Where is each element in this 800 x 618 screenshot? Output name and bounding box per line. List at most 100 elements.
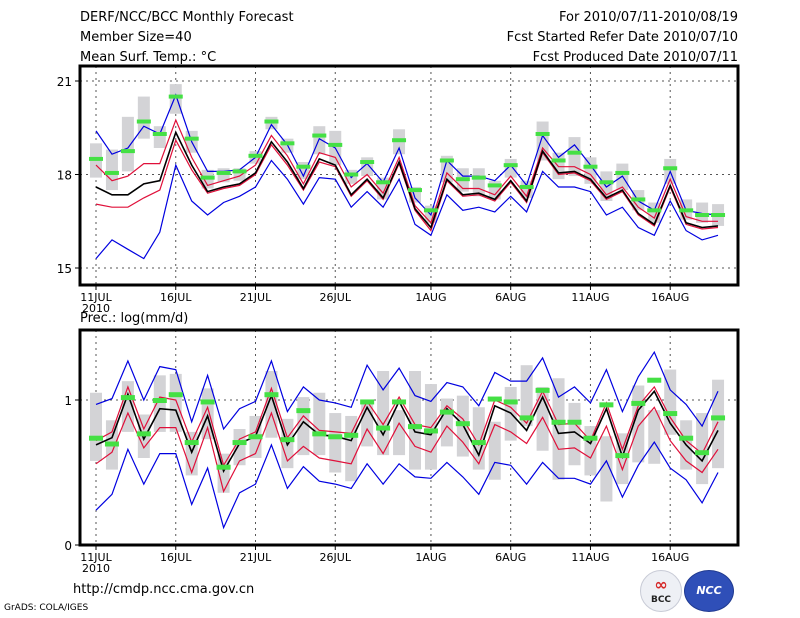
observed-marker	[296, 164, 311, 169]
observed-marker	[136, 119, 151, 124]
observed-marker	[408, 424, 422, 430]
series-line-max	[95, 93, 719, 217]
x-tick-label: 16JUL	[160, 291, 192, 304]
observed-marker	[152, 131, 167, 136]
observed-marker	[615, 170, 630, 175]
observed-marker	[280, 141, 295, 146]
observed-marker	[695, 450, 710, 456]
observed-marker	[392, 399, 407, 405]
temp-panel: 15 18 21 11JUL 16JUL 21JUL 26JUL 1AUG 6AUG 11AUG 1…	[57, 64, 740, 315]
observed-marker	[679, 435, 694, 441]
observed-marker	[120, 149, 135, 154]
observed-marker	[360, 160, 375, 165]
observed-marker	[168, 94, 183, 99]
y-tick-label: 21	[57, 75, 72, 89]
observed-marker	[184, 136, 199, 141]
observed-marker	[89, 156, 103, 161]
observed-marker	[136, 431, 151, 437]
observed-marker	[551, 419, 566, 425]
observed-marker	[551, 158, 566, 163]
series-line-min	[95, 159, 719, 260]
observed-marker	[200, 399, 215, 405]
spread-box	[377, 371, 390, 456]
observed-marker	[104, 441, 119, 447]
x-tick-label: 6AUG	[495, 291, 526, 304]
observed-marker	[439, 409, 454, 415]
spread-box	[648, 410, 661, 464]
x-tick-label: 11AUG	[571, 551, 609, 564]
bcc-logo: ∞ BCC	[640, 570, 682, 612]
observed-marker	[567, 150, 582, 155]
header-left: DERF/NCC/BCC Monthly Forecast Member Siz…	[80, 10, 294, 70]
bcc-swirl-icon: ∞	[654, 575, 668, 594]
y-tick-label: 15	[57, 262, 72, 276]
header-right: For 2010/07/11-2010/08/19 Fcst Started R…	[507, 10, 738, 70]
spread-box	[696, 413, 709, 485]
observed-marker	[647, 208, 662, 213]
spread-box	[520, 365, 533, 427]
prec-panel: 0 1 11JUL 16JUL 21JUL 26JUL 1AUG 6AUG 11AUG 16AUG…	[64, 311, 740, 575]
observed-marker	[695, 213, 710, 218]
x-tick-label: 16AUG	[651, 551, 689, 564]
observed-marker	[503, 399, 518, 405]
observed-marker	[535, 131, 550, 136]
series-line-mean	[95, 389, 719, 474]
series-line-min	[95, 440, 719, 530]
x-tick-label: 11JUL	[80, 551, 112, 564]
observed-marker	[423, 208, 438, 213]
spread-box	[696, 202, 709, 223]
observed-marker	[184, 440, 199, 446]
forecast-produced-date: Fcst Produced Date 2010/07/11	[532, 50, 738, 65]
y-tick-label: 0	[64, 539, 72, 553]
spread-box	[313, 392, 326, 456]
spread-box	[153, 375, 166, 432]
observed-marker	[663, 411, 678, 417]
series-line-lower	[95, 406, 719, 494]
forecast-start-date: Fcst Started Refer Date 2010/07/10	[506, 30, 738, 45]
temp-frame	[78, 64, 740, 287]
observed-marker	[599, 402, 614, 408]
x-year-label: 2010	[82, 302, 110, 315]
observed-marker	[89, 435, 103, 441]
observed-marker	[455, 421, 470, 427]
observed-marker	[376, 425, 391, 431]
observed-marker	[120, 395, 135, 401]
spread-box	[472, 407, 485, 470]
observed-marker	[583, 164, 598, 169]
y-tick-label: 18	[57, 169, 72, 183]
observed-marker	[216, 464, 231, 470]
ncc-logo-text: NCC	[696, 584, 722, 597]
x-tick-label: 26JUL	[320, 551, 352, 564]
prec-frame	[78, 328, 740, 547]
observed-marker	[535, 387, 550, 393]
spread-box	[568, 137, 581, 177]
spread-box	[105, 149, 118, 191]
spread-box	[121, 116, 134, 172]
observed-marker	[631, 197, 646, 202]
observed-marker	[104, 170, 119, 175]
precip-variable-label: Prec.: log(mm/d)	[80, 311, 188, 326]
spread-box	[233, 429, 246, 466]
observed-marker	[487, 183, 502, 188]
observed-marker	[647, 377, 662, 383]
observed-marker	[264, 119, 279, 124]
observed-marker	[152, 398, 167, 403]
x-tick-label: 11JUL	[80, 291, 112, 304]
bcc-logo-text: BCC	[650, 595, 672, 605]
observed-marker	[328, 434, 343, 440]
observed-marker	[583, 435, 598, 441]
x-tick-label: 16AUG	[651, 291, 689, 304]
series-line-upper	[95, 118, 718, 224]
spread-box	[329, 413, 342, 473]
observed-marker	[471, 440, 486, 446]
spread-box	[169, 84, 182, 114]
observed-marker	[663, 166, 678, 171]
series-line-mean	[95, 130, 719, 230]
spread-box	[121, 381, 134, 432]
observed-marker	[328, 142, 343, 147]
observed-marker	[439, 158, 454, 163]
spread-box	[153, 126, 166, 149]
grads-credit: GrADS: COLA/IGES	[4, 603, 89, 613]
source-url[interactable]: http://cmdp.ncc.cma.gov.cn	[73, 582, 255, 597]
spread-box	[393, 410, 406, 456]
